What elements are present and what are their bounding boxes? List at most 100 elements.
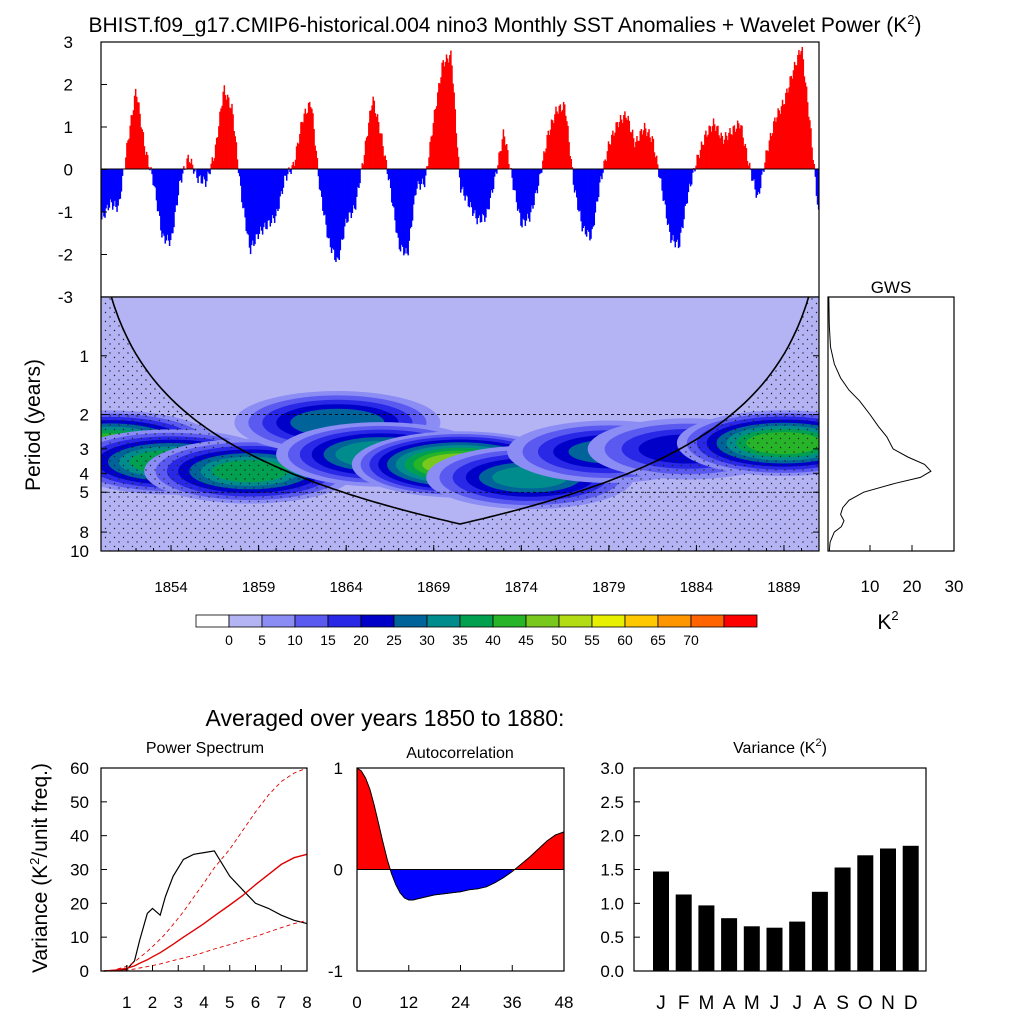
anomaly-bar: [418, 169, 420, 185]
anomaly-bar: [790, 75, 793, 170]
anomaly-bar: [534, 169, 536, 194]
anomaly-bar: [768, 140, 771, 170]
anomaly-bar: [556, 111, 558, 170]
month-label: S: [836, 993, 849, 1014]
anomaly-bar: [200, 169, 203, 184]
anomaly-bar: [652, 138, 655, 170]
variance-panel: Variance (K2) 0.00.51.01.52.02.53.0J F M A M…: [600, 737, 927, 1014]
anomaly-bar: [771, 133, 774, 170]
anomaly-bar: [101, 169, 103, 220]
anomaly-bar: [735, 128, 738, 170]
anomaly-bar: [177, 169, 180, 196]
colorbar-label: 0: [225, 632, 233, 648]
anomaly-bar: [661, 169, 663, 191]
anomaly-bar: [710, 131, 713, 170]
anomaly-bar: [284, 169, 287, 176]
anomaly-bar: [628, 120, 631, 170]
period-tick-label: 4: [80, 464, 89, 483]
anomaly-bar: [253, 169, 255, 247]
ac-ytick-label: 1: [334, 759, 343, 778]
anomaly-bar: [396, 169, 399, 234]
anomaly-bar: [478, 169, 481, 216]
anomaly-bar: [306, 112, 309, 170]
anomaly-bar: [492, 169, 495, 190]
anomaly-bar: [188, 162, 191, 170]
red-noise-upper: [103, 767, 308, 972]
red-noise-lower: [103, 919, 308, 972]
anomaly-bar: [632, 138, 635, 170]
anomaly-bar: [567, 125, 569, 170]
anomaly-bar: [290, 169, 292, 175]
anomaly-bar: [392, 169, 394, 207]
anomaly-bar: [566, 121, 568, 170]
ac-xtick-label: 48: [555, 993, 574, 1012]
anomaly-bar: [577, 169, 579, 210]
anomaly-bar: [431, 135, 434, 170]
anomaly-bar: [187, 154, 189, 170]
variance-bar: [653, 871, 669, 971]
ps-xtick-label: 7: [277, 993, 286, 1012]
anomaly-bar: [648, 129, 650, 170]
anomaly-bar: [113, 169, 115, 207]
anomaly-bar: [756, 169, 759, 196]
anomaly-bar: [798, 50, 800, 170]
anomaly-bar: [338, 169, 340, 260]
anomaly-bar: [497, 165, 499, 170]
anomaly-bar: [476, 169, 478, 225]
anomaly-bar: [439, 83, 441, 170]
anomaly-bar: [452, 83, 454, 170]
anomaly-bar: [677, 169, 680, 249]
anomaly-bar: [640, 129, 643, 170]
anomaly-bar: [695, 165, 697, 170]
colorbar-label: 20: [353, 632, 369, 648]
red-noise-line: [103, 853, 308, 972]
anomaly-bar: [793, 61, 796, 170]
anomaly-bar: [787, 92, 789, 170]
variance-bar: [743, 926, 760, 971]
anomaly-bar: [443, 66, 446, 170]
anomaly-bar: [794, 64, 797, 170]
anomaly-bar: [109, 169, 112, 200]
year-tick-label: 1869: [417, 579, 450, 596]
variance-bar: [766, 927, 783, 971]
anomaly-bar: [484, 169, 486, 222]
anomaly-bar: [345, 169, 347, 219]
anomaly-bar: [376, 114, 379, 170]
anomaly-bar: [803, 76, 806, 170]
anomaly-bar: [810, 128, 812, 170]
anomaly-bar: [683, 169, 685, 220]
anomaly-bar: [241, 169, 243, 203]
ac-ytick-label: -1: [328, 962, 343, 981]
anomaly-bar: [694, 169, 696, 172]
anomaly-bar: [192, 169, 195, 174]
anomaly-bar: [643, 122, 646, 170]
anomaly-bar: [366, 135, 369, 170]
anomaly-bar: [368, 122, 370, 170]
autocorr-segment: [361, 769, 366, 870]
colorbar-box: [525, 614, 560, 628]
wavelet-ylabel: Period (years): [22, 359, 45, 491]
anomaly-bar: [513, 169, 516, 191]
anomaly-bar: [408, 169, 411, 241]
anomaly-bar: [268, 169, 270, 221]
anomaly-bar: [496, 169, 498, 174]
anomaly-bar: [114, 169, 116, 201]
anomaly-bar: [615, 122, 617, 170]
anomaly-bar: [603, 160, 605, 170]
autocorrelation-panel: Autocorrelation -1 0 1 0 12 24 36 48: [328, 745, 574, 1012]
anomaly-bar: [250, 169, 253, 245]
ps-xtick-label: 2: [148, 993, 157, 1012]
anomaly-bar: [393, 169, 395, 208]
anomaly-bar: [773, 121, 775, 170]
anomaly-bar: [561, 109, 564, 170]
anomaly-bar: [479, 169, 482, 223]
anomaly-bar: [275, 169, 277, 217]
colorbar-box: [723, 614, 758, 628]
anomaly-bar: [765, 150, 767, 170]
anomaly-bar: [568, 142, 570, 170]
period-tick-label: 5: [80, 483, 89, 502]
anomaly-bar: [570, 159, 573, 170]
anomaly-bar: [651, 136, 654, 170]
anomaly-bar: [465, 169, 467, 196]
anomaly-bar: [329, 169, 332, 248]
